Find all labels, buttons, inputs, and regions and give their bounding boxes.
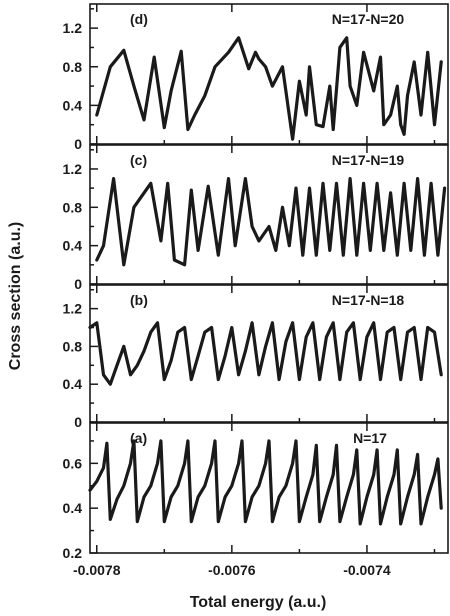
series-line — [95, 36, 443, 141]
series-line — [95, 177, 447, 267]
panel-d: 0 0.4 0.8 1.2 (d) N=17-N=20 — [63, 3, 449, 152]
y-tick-label: 0.8 — [63, 59, 83, 75]
x-tick-label: -0.0078 — [73, 562, 121, 578]
panel-b: 0 0.4 0.8 1.2 (b) N=17-N=18 — [63, 284, 449, 430]
panel-a: 0.2 0.4 0.6 (a) N=17 — [63, 422, 449, 561]
y-tick-label: 0.2 — [63, 545, 83, 561]
y-tick-label: 0.4 — [63, 376, 83, 392]
panel-label: (c) — [130, 152, 147, 168]
y-tick-label: 1.2 — [63, 20, 83, 36]
y-tick-label: 0.4 — [63, 97, 83, 113]
series-line — [88, 439, 443, 526]
y-tick-label: 0.8 — [63, 338, 83, 354]
y-tick-label: 0 — [74, 136, 82, 152]
y-tick-label: 0 — [74, 276, 82, 292]
panel-frame — [89, 3, 449, 145]
y-axis-title: Cross section (a.u.) — [7, 222, 24, 370]
y-tick-label: 0.4 — [63, 238, 83, 254]
panel-title: N=17 — [353, 430, 387, 446]
y-tick-label: 1.2 — [63, 301, 83, 317]
panel-title: N=17-N=19 — [332, 152, 405, 168]
panel-frame — [89, 284, 449, 423]
panel-title: N=17-N=18 — [332, 292, 405, 308]
y-tick-label: 0 — [74, 414, 82, 430]
x-tick-label: -0.0076 — [208, 562, 256, 578]
x-tick-label: -0.0074 — [343, 562, 391, 578]
y-tick-label: 0.6 — [63, 455, 83, 471]
panel-label: (b) — [130, 292, 148, 308]
panel-label: (a) — [130, 430, 147, 446]
panel-label: (d) — [130, 11, 148, 27]
panel-c: 0 0.4 0.8 1.2 (c) N=17-N=19 — [63, 144, 449, 292]
panel-title: N=17-N=20 — [332, 11, 405, 27]
series-line — [88, 321, 443, 386]
y-tick-label: 0.8 — [63, 199, 83, 215]
y-tick-label: 1.2 — [63, 161, 83, 177]
panel-frame — [89, 144, 449, 285]
x-axis-title: Total energy (a.u.) — [190, 594, 327, 611]
y-tick-label: 0.4 — [63, 500, 83, 516]
